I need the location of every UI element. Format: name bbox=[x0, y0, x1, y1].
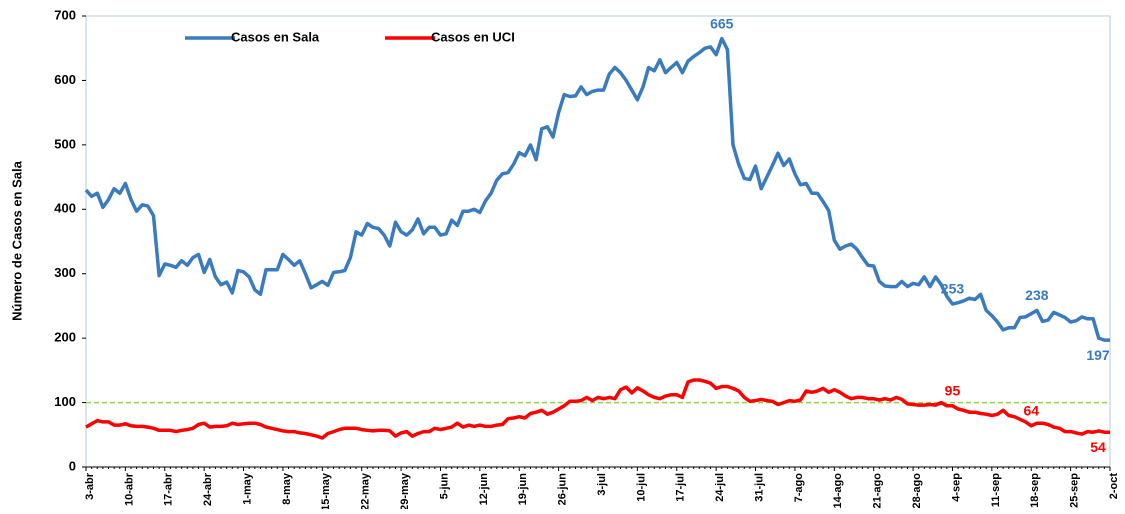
data-label: 665 bbox=[710, 15, 734, 31]
y-tick-label: 200 bbox=[54, 330, 76, 345]
x-tick-label: 3-abr bbox=[84, 472, 96, 500]
series-line bbox=[85, 378, 1110, 440]
x-tick-label: 1-may bbox=[241, 472, 253, 505]
x-tick-label: 11-sep bbox=[990, 473, 1002, 508]
data-label: 253 bbox=[941, 281, 965, 297]
y-tick-label: 600 bbox=[54, 72, 76, 87]
x-tick-label: 24-abr bbox=[202, 472, 214, 506]
y-axis-label: Número de Casos en Sala bbox=[9, 160, 24, 320]
x-tick-label: 5-jun bbox=[438, 473, 450, 500]
x-tick-label: 29-may bbox=[399, 472, 411, 509]
x-tick-label: 14-ago bbox=[832, 473, 844, 509]
data-label: 54 bbox=[1090, 439, 1106, 455]
legend-label: Casos en Sala bbox=[231, 29, 320, 44]
data-label: 64 bbox=[1023, 402, 1039, 418]
x-tick-label: 19-jun bbox=[517, 473, 529, 506]
x-tick-label: 10-abr bbox=[123, 472, 135, 506]
y-tick-label: 400 bbox=[54, 201, 76, 216]
y-tick-label: 100 bbox=[54, 394, 76, 409]
x-tick-label: 31-jul bbox=[753, 473, 765, 502]
x-tick-label: 25-sep bbox=[1069, 473, 1081, 508]
y-tick-label: 700 bbox=[54, 7, 76, 22]
x-tick-label: 7-ago bbox=[793, 473, 805, 503]
x-tick-label: 28-ago bbox=[911, 473, 923, 509]
y-tick-label: 0 bbox=[69, 458, 76, 473]
y-tick-label: 300 bbox=[54, 265, 76, 280]
x-tick-label: 17-abr bbox=[163, 472, 175, 506]
x-tick-label: 2-oct bbox=[1108, 473, 1120, 500]
x-tick-label: 8-may bbox=[281, 472, 293, 505]
legend-label: Casos en UCI bbox=[431, 29, 515, 44]
x-tick-label: 12-jun bbox=[478, 473, 490, 506]
x-tick-label: 4-sep bbox=[950, 473, 962, 502]
data-label: 238 bbox=[1025, 287, 1049, 303]
data-label: 95 bbox=[945, 382, 961, 398]
x-tick-label: 18-sep bbox=[1029, 473, 1041, 508]
x-tick-label: 22-may bbox=[360, 472, 372, 509]
series-line bbox=[84, 36, 1110, 342]
x-tick-label: 26-jun bbox=[557, 473, 569, 506]
y-tick-label: 500 bbox=[54, 136, 76, 151]
x-tick-label: 17-jul bbox=[675, 473, 687, 502]
x-tick-label: 10-jul bbox=[635, 473, 647, 502]
data-label: 197 bbox=[1086, 347, 1110, 363]
x-tick-label: 24-jul bbox=[714, 473, 726, 502]
x-tick-label: 21-ago bbox=[872, 473, 884, 509]
x-tick-label: 3-jul bbox=[596, 473, 608, 496]
x-tick-label: 15-may bbox=[320, 472, 332, 509]
